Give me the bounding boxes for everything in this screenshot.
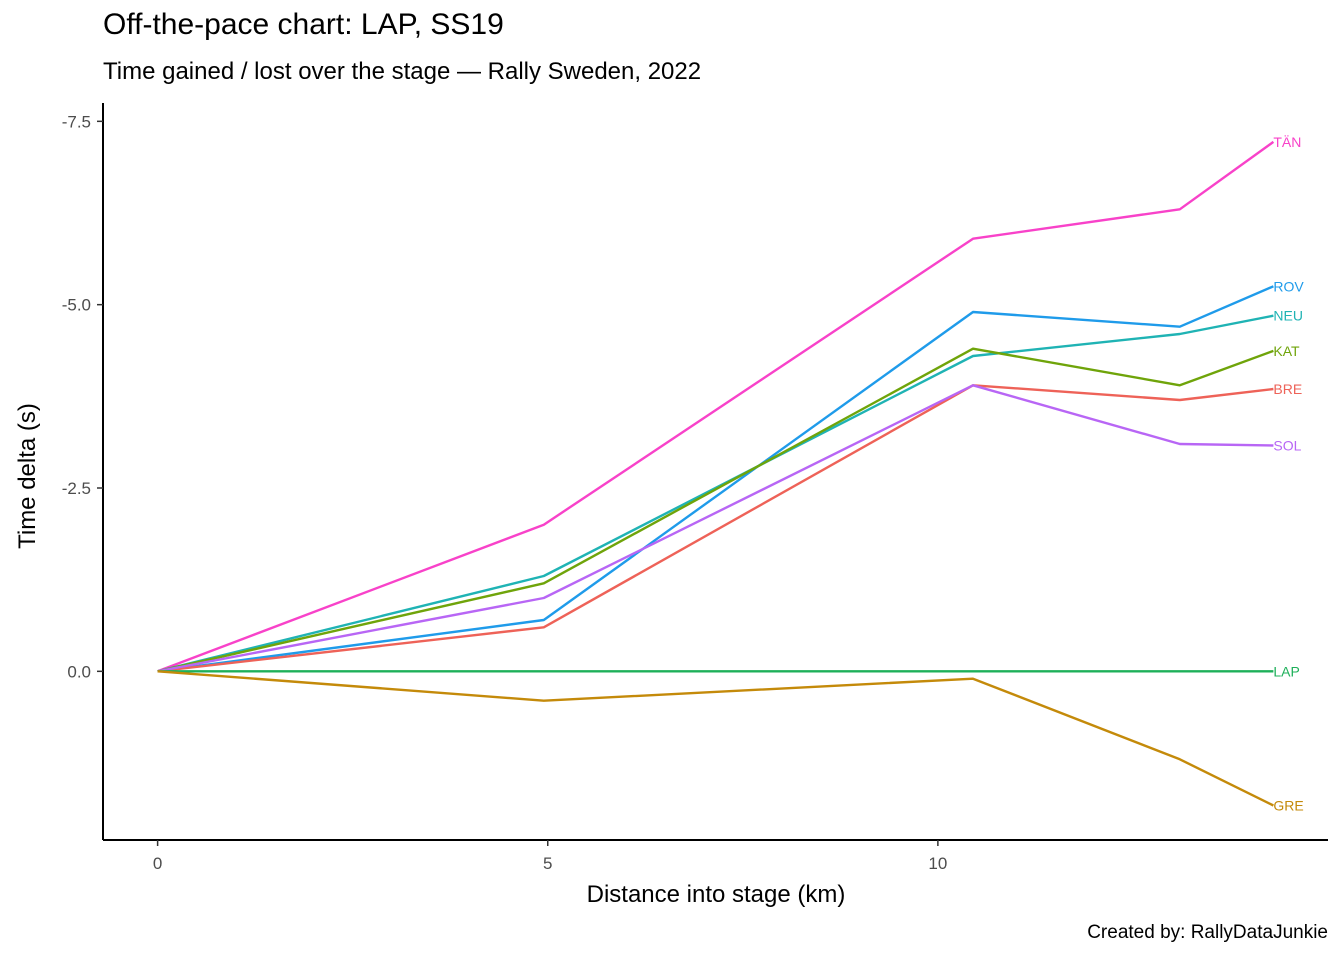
series-line-sol	[157, 384, 1274, 673]
series-line-gre	[157, 670, 1274, 807]
series-line-neu	[157, 314, 1274, 673]
x-tick-label: 0	[153, 854, 162, 873]
series-label-kat: KAT	[1273, 343, 1300, 359]
series-lines	[157, 140, 1275, 807]
series-label-bre: BRE	[1273, 381, 1302, 397]
series-end-labels: TÄN ROV NEU KAT BRE SOL LAP GRE	[1273, 134, 1304, 814]
series-line-tän	[157, 140, 1275, 673]
x-axis-title: Distance into stage (km)	[587, 881, 846, 908]
y-axis-title: Time delta (s)	[14, 403, 41, 549]
series-label-sol: SOL	[1273, 437, 1301, 453]
series-label-neu: NEU	[1273, 308, 1303, 324]
x-tick-label: 5	[543, 854, 552, 873]
y-tick-label: -7.5	[62, 112, 91, 131]
y-tick-label: -2.5	[62, 479, 91, 498]
y-tick-label: 0.0	[67, 662, 91, 681]
ticks: -7.5 -5.0 -2.5 0.0 0 5 10	[62, 112, 948, 873]
chart-subtitle: Time gained / lost over the stage — Rall…	[103, 58, 702, 85]
chart-title: Off-the-pace chart: LAP, SS19	[103, 8, 504, 41]
y-tick-label: -5.0	[62, 296, 91, 315]
x-tick-label: 10	[928, 854, 947, 873]
series-line-bre	[157, 384, 1274, 673]
series-label-lap: LAP	[1273, 663, 1299, 679]
chart-caption: Created by: RallyDataJunkie	[1087, 922, 1328, 943]
series-line-rov	[157, 285, 1274, 673]
series-line-kat	[157, 347, 1274, 673]
series-label-gre: GRE	[1273, 798, 1303, 814]
axes	[102, 103, 1328, 841]
series-label-tän: TÄN	[1273, 134, 1301, 150]
series-label-rov: ROV	[1273, 278, 1304, 294]
